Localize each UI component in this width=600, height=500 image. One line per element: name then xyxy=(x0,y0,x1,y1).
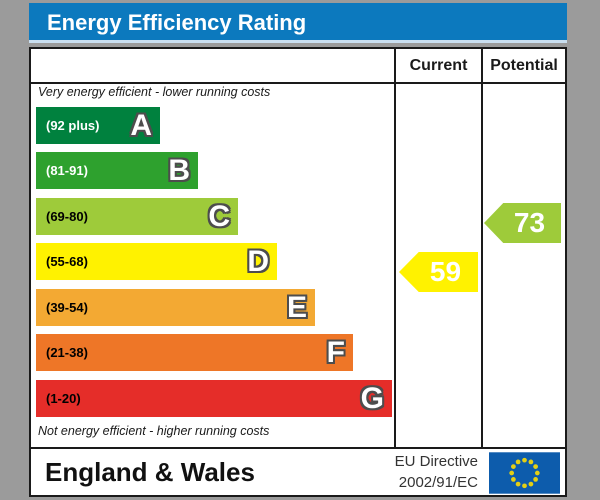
band-a-letter: A xyxy=(130,109,152,142)
column-header-current: Current xyxy=(409,57,468,74)
column-divider-potential xyxy=(481,49,483,449)
header-divider xyxy=(31,82,565,84)
band-f: (21-38) F xyxy=(36,334,353,371)
band-e: (39-54) E xyxy=(36,289,315,326)
band-d-letter: D xyxy=(247,245,269,278)
page-title: Energy Efficiency Rating xyxy=(29,3,567,43)
band-a: (92 plus) A xyxy=(36,107,160,144)
band-d-range: (55-68) xyxy=(46,254,88,269)
band-b: (81-91) B xyxy=(36,152,198,189)
potential-rating-value: 73 xyxy=(513,207,546,238)
band-b-range: (81-91) xyxy=(46,163,88,178)
band-e-letter: E xyxy=(286,291,307,324)
band-c-letter: C xyxy=(208,200,230,233)
eu-directive-label: EU Directive 2002/91/EC xyxy=(331,451,478,493)
eu-directive-line1: EU Directive xyxy=(394,453,478,470)
band-a-range: (92 plus) xyxy=(46,118,100,133)
band-g-letter: G xyxy=(360,382,384,415)
top-note: Very energy efficient - lower running co… xyxy=(38,85,271,99)
band-f-letter: F xyxy=(326,336,345,369)
band-c-range: (69-80) xyxy=(46,209,88,224)
footer-divider xyxy=(31,447,565,449)
eu-directive-line2: 2002/91/EC xyxy=(398,474,478,491)
band-g: (1-20) G xyxy=(36,380,392,417)
rating-table: Current Potential Very energy efficient … xyxy=(29,47,567,497)
eu-flag-icon xyxy=(489,452,560,494)
band-g-range: (1-20) xyxy=(46,391,81,406)
current-rating-value: 59 xyxy=(429,256,462,287)
current-rating-arrow: 59 xyxy=(399,252,478,292)
band-b-letter: B xyxy=(168,154,190,187)
band-e-range: (39-54) xyxy=(46,300,88,315)
footer-region-label: England & Wales xyxy=(45,457,255,487)
potential-rating-arrow: 73 xyxy=(484,203,561,243)
bottom-note: Not energy efficient - higher running co… xyxy=(38,424,270,438)
column-header-potential: Potential xyxy=(490,57,558,74)
band-f-range: (21-38) xyxy=(46,345,88,360)
band-c: (69-80) C xyxy=(36,198,238,235)
band-d: (55-68) D xyxy=(36,243,277,280)
column-divider-current xyxy=(394,49,396,449)
